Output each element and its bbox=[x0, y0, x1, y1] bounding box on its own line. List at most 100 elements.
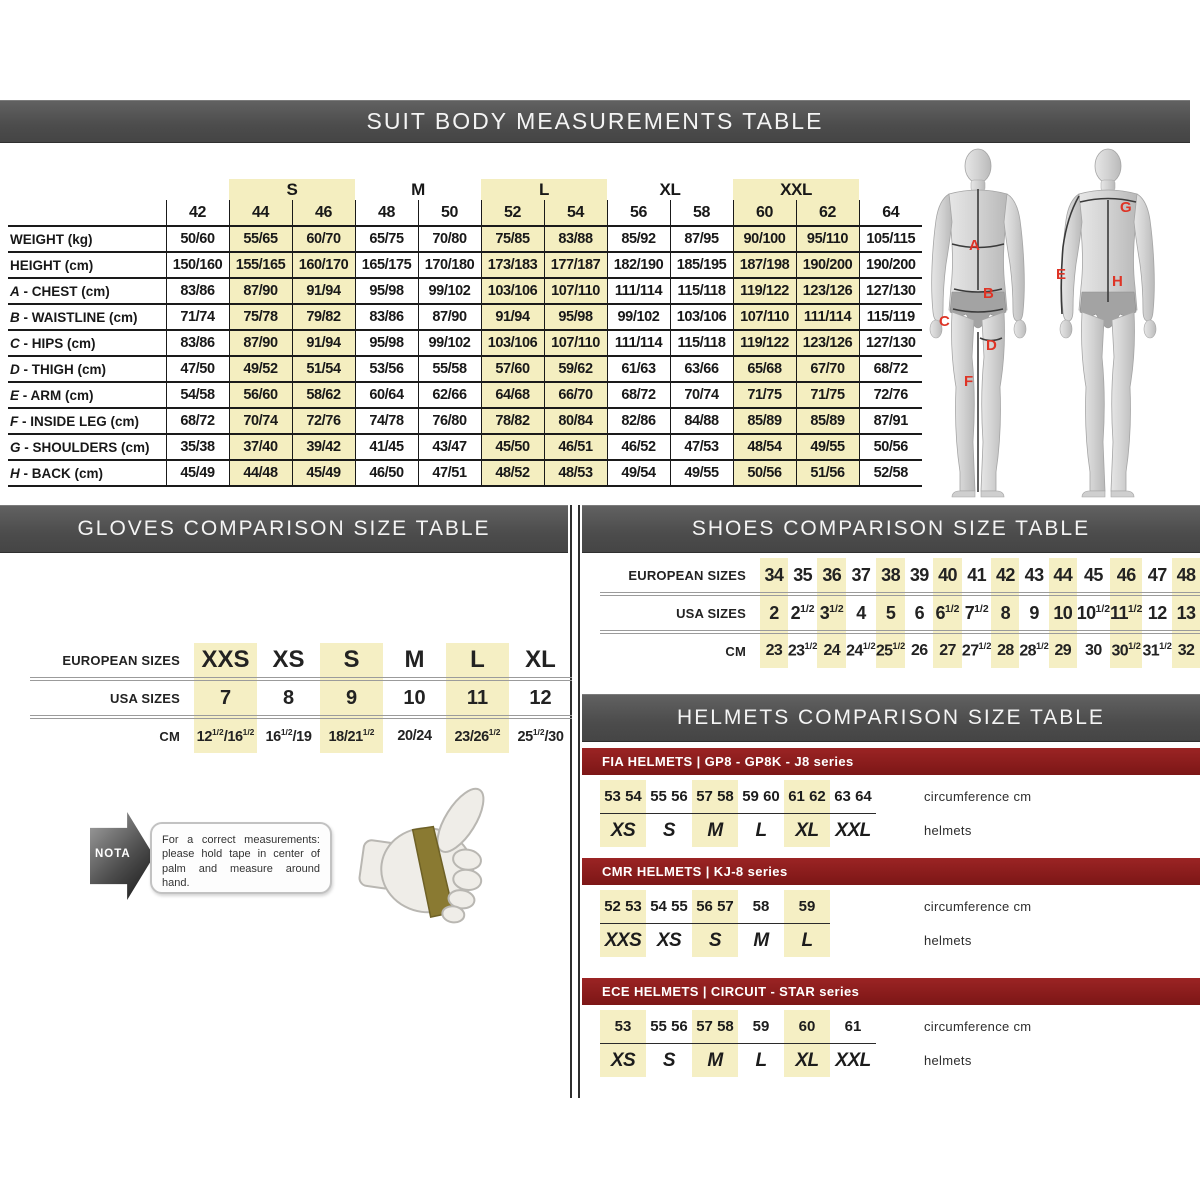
suit-measurement-cell: 160/170 bbox=[291, 251, 355, 278]
suit-measurement-cell: 155/165 bbox=[228, 251, 292, 278]
suit-measurement-row: H - BACK (cm) 45/49 44/48 45/49 46/50 47/51 48… bbox=[8, 459, 922, 487]
suit-measurement-cell: 49/54 bbox=[606, 459, 670, 487]
gloves-table-cell: 18/211/2 bbox=[320, 717, 383, 753]
suit-measurement-cell: 99/102 bbox=[606, 303, 670, 330]
suit-measurement-cell: 41/45 bbox=[354, 433, 418, 460]
suit-row-label: H - BACK (cm) bbox=[8, 459, 166, 487]
suit-measurement-cell: 95/98 bbox=[354, 277, 418, 304]
helmet-size-row: XS S M L XL XXL bbox=[600, 1043, 1200, 1077]
suit-measurement-cell: 83/86 bbox=[354, 303, 418, 330]
suit-measurement-cell: 123/126 bbox=[795, 277, 859, 304]
suit-measurement-cell: 170/180 bbox=[417, 251, 481, 278]
suit-measurement-cell: 84/88 bbox=[669, 407, 733, 434]
shoes-table-cell: 34 bbox=[760, 558, 788, 596]
shoes-table-cell: 5 bbox=[875, 594, 906, 634]
suit-measurement-cell: 105/115 bbox=[858, 225, 922, 252]
suit-measurement-cell: 39/42 bbox=[291, 433, 355, 460]
helmet-circumference-group: 57 58 bbox=[692, 780, 738, 813]
shoes-table-cell: 26 bbox=[910, 642, 928, 659]
gloves-section-title: GLOVES COMPARISON SIZE TABLE bbox=[77, 517, 491, 540]
suit-measurement-cell: 51/54 bbox=[291, 355, 355, 382]
gloves-table-row-label: USA SIZES bbox=[30, 679, 194, 719]
helmet-size-cell: L bbox=[755, 819, 767, 841]
suit-measurement-cell: 46/51 bbox=[543, 433, 607, 460]
suit-measurement-cell: 190/200 bbox=[795, 251, 859, 278]
suit-measurement-cell: 47/51 bbox=[417, 459, 481, 487]
shoes-table-cell: 10 bbox=[1048, 594, 1077, 634]
suit-measurement-cell: 62/66 bbox=[417, 381, 481, 408]
suit-measurement-cell: 87/91 bbox=[858, 407, 922, 434]
helmet-size-cell: S bbox=[662, 819, 676, 841]
suit-measurement-cell: 66/70 bbox=[543, 381, 607, 408]
shoes-table-cell: 23 bbox=[760, 632, 788, 668]
suit-measurement-cell: 111/114 bbox=[606, 277, 670, 304]
helmet-table-block: ECE HELMETS | CIRCUIT - STAR series 53 55 5… bbox=[582, 978, 1200, 1077]
suit-measurement-cell: 111/114 bbox=[795, 303, 859, 330]
suit-measurement-cell: 80/84 bbox=[543, 407, 607, 434]
shoes-table-cell: 28 bbox=[991, 632, 1020, 668]
gloves-comparison-table: EUROPEAN SIZES XXS XS S M L XL USA SIZES 7 8 9 10 11… bbox=[30, 643, 572, 753]
shoes-table-cell: 231/2 bbox=[787, 641, 818, 660]
helmet-table-block: FIA HELMETS | GP8 - GP8K - J8 series 53 54… bbox=[582, 748, 1200, 847]
shoes-table-cell: 27 bbox=[933, 632, 962, 668]
helmets-label: helmets bbox=[924, 933, 972, 948]
back-measurement-lines bbox=[1060, 195, 1137, 315]
shoes-table-cell: 311/2 bbox=[1142, 641, 1172, 660]
shoes-table-row: EUROPEAN SIZES 34 35 36 37 38 39 40 41 42 43 44 45 46… bbox=[600, 558, 1200, 596]
helmet-size-cell: L bbox=[784, 924, 830, 957]
suit-measurement-cell: 85/89 bbox=[795, 407, 859, 434]
shoes-table-cell: 111/2 bbox=[1110, 594, 1143, 634]
helmet-circumference-value: 55 bbox=[650, 1018, 667, 1035]
helmet-size-row: XXS XS S M L bbox=[600, 923, 1200, 957]
suit-measurement-row: C - HIPS (cm) 83/86 87/90 91/94 95/98 99/102 1… bbox=[8, 329, 922, 356]
shoes-table-cell: 8 bbox=[991, 594, 1020, 634]
suit-measurement-cell: 115/118 bbox=[669, 277, 733, 304]
suit-measurement-row: HEIGHT (cm) 150/160 155/165 160/170 165/175 1… bbox=[8, 251, 922, 278]
shoes-table-cell: 101/2 bbox=[1076, 594, 1111, 634]
suit-measurement-cell: 48/52 bbox=[480, 459, 544, 487]
suit-measurement-cell: 48/53 bbox=[543, 459, 607, 487]
shoes-table-cell: 48 bbox=[1172, 558, 1200, 596]
suit-size-column-header: 46 bbox=[291, 200, 355, 226]
suit-measurement-cell: 58/62 bbox=[291, 381, 355, 408]
suit-measurement-cell: 95/98 bbox=[354, 329, 418, 356]
suit-measurement-cell: 63/66 bbox=[669, 355, 733, 382]
gloves-table-cell: 10 bbox=[383, 679, 446, 719]
suit-row-label: A - CHEST (cm) bbox=[8, 277, 166, 304]
helmet-size-cell: XXL bbox=[835, 819, 871, 841]
suit-measurement-cell: 150/160 bbox=[165, 251, 229, 278]
figure-label-A: A bbox=[969, 237, 980, 254]
shoes-table-cell: 281/2 bbox=[1019, 641, 1049, 660]
helmet-circumference-value: 61 bbox=[844, 1018, 862, 1035]
helmet-circumference-group: 55 56 bbox=[646, 780, 692, 813]
suit-measurement-cell: 85/89 bbox=[732, 407, 796, 434]
suit-measurement-cell: 107/110 bbox=[732, 303, 796, 330]
shoes-table-cell: 32 bbox=[1172, 632, 1200, 668]
gloves-section-header: GLOVES COMPARISON SIZE TABLE bbox=[0, 505, 568, 553]
suit-measurement-cell: 55/65 bbox=[228, 225, 292, 252]
helmet-circumference-value: 58 bbox=[717, 788, 734, 805]
shoes-section-title: SHOES COMPARISON SIZE TABLE bbox=[691, 517, 1091, 540]
helmet-circumference-value: 56 bbox=[696, 898, 713, 915]
shoes-table-cell: 12 bbox=[1142, 594, 1173, 634]
circumference-cm-label: circumference cm bbox=[924, 899, 1032, 914]
shoes-table-cell: 38 bbox=[875, 558, 906, 596]
suit-measurement-cell: 187/198 bbox=[732, 251, 796, 278]
suit-measurement-cell: 91/94 bbox=[291, 277, 355, 304]
shoes-table-row-label: EUROPEAN SIZES bbox=[600, 558, 761, 596]
section-divider bbox=[570, 505, 580, 1098]
gloves-table: EUROPEAN SIZES XXS XS S M L XL USA SIZES 7 8 9 10 11… bbox=[30, 643, 572, 753]
gloves-note-text: For a correct measurements: please hold … bbox=[162, 834, 320, 889]
suit-measurement-cell: 50/56 bbox=[858, 433, 922, 460]
suit-measurement-cell: 85/92 bbox=[606, 225, 670, 252]
suit-size-column-header: 48 bbox=[354, 200, 418, 226]
suit-measurement-cell: 47/50 bbox=[165, 355, 229, 382]
helmet-size-cell: S bbox=[662, 1049, 676, 1071]
suit-row-label: E - ARM (cm) bbox=[8, 381, 166, 408]
suit-letter-size: XXL bbox=[733, 179, 859, 200]
body-measurement-figures: A B C D F G E H bbox=[929, 148, 1157, 498]
helmet-circumference-value: 58 bbox=[752, 898, 770, 915]
suit-measurement-cell: 37/40 bbox=[228, 433, 292, 460]
suit-measurement-cell: 72/76 bbox=[291, 407, 355, 434]
suit-measurement-cell: 177/187 bbox=[543, 251, 607, 278]
